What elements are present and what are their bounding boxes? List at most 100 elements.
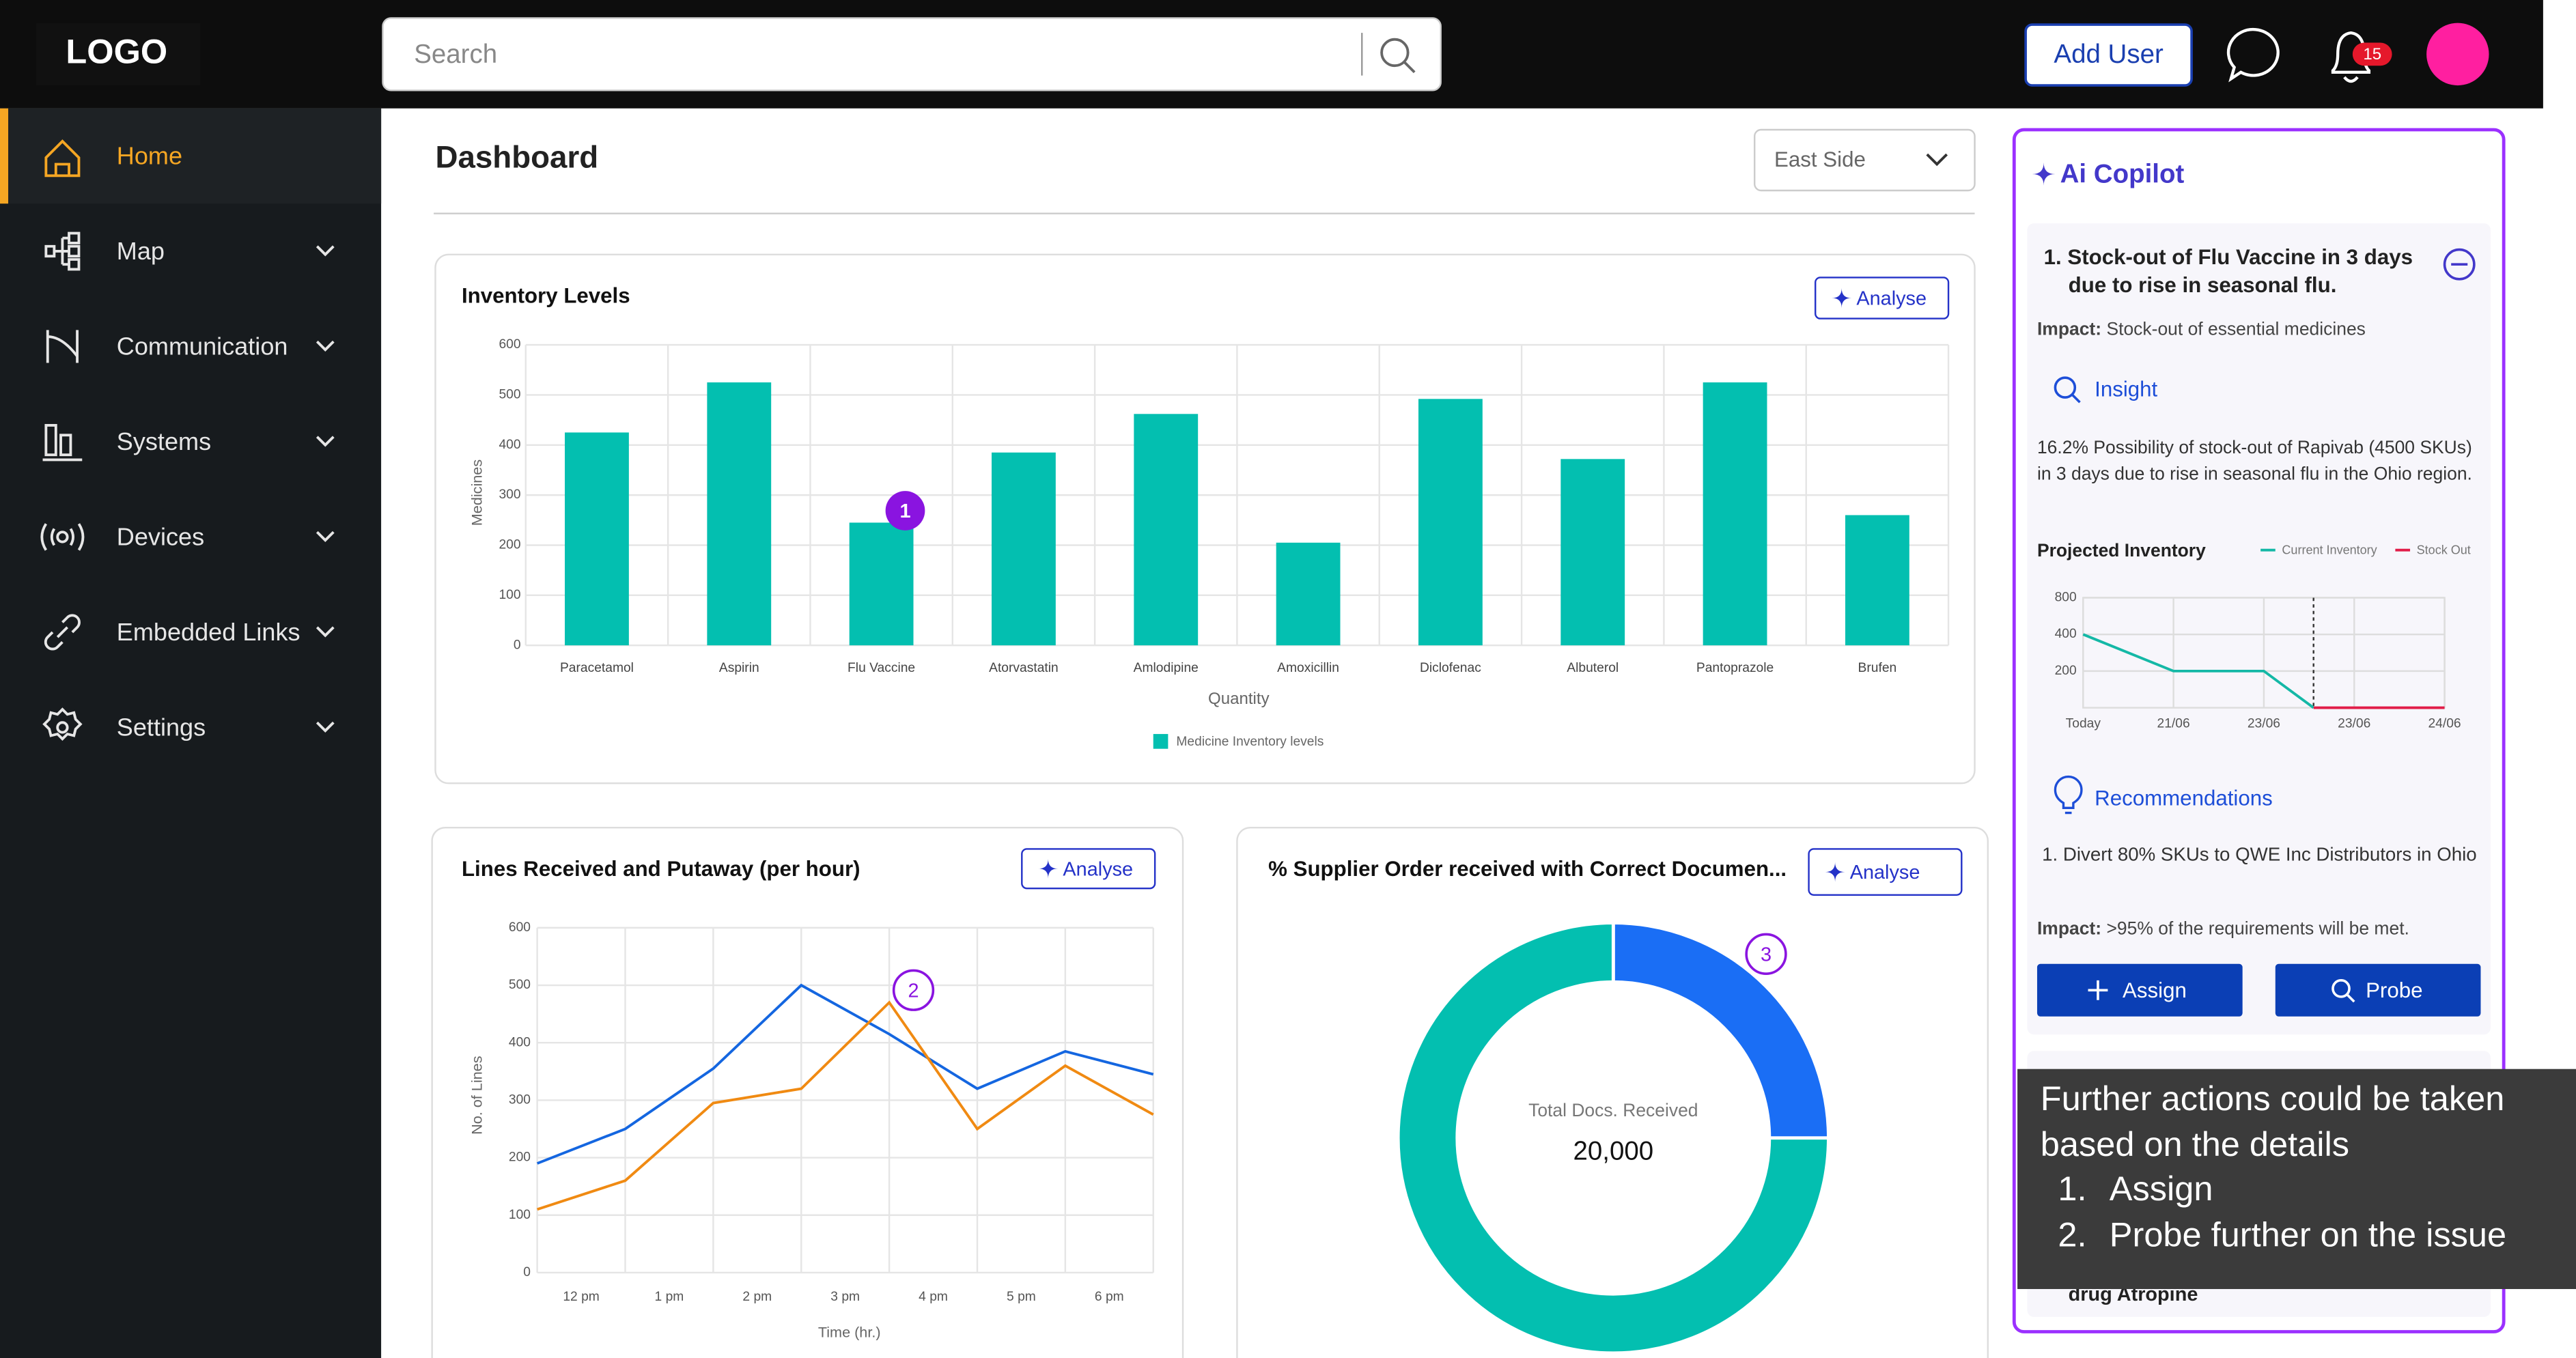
card (1236, 826, 1989, 1358)
issue: 1. Stock-out of Flu Vaccine in 3 days du… (2043, 244, 2413, 298)
bar (992, 452, 1056, 646)
y-tick-label: 600 (499, 337, 520, 352)
nav-icon[interactable] (42, 707, 83, 741)
assign-label: Assign (2123, 978, 2187, 1002)
x-tick-label: Albuterol (1567, 661, 1619, 675)
bar (1845, 515, 1909, 646)
y-tick-label: 300 (499, 487, 520, 502)
legend-swatch (1153, 734, 1168, 749)
nav-chevron (316, 245, 335, 257)
nav-icon[interactable] (44, 139, 81, 178)
y-tick-label: 800 (2055, 591, 2077, 605)
nav-icon[interactable] (40, 523, 85, 551)
nav-item[interactable]: Home (117, 141, 182, 169)
nav-item[interactable]: Devices (117, 522, 204, 550)
x-tick-label: Amlodipine (1134, 661, 1199, 675)
assign-button[interactable] (2036, 963, 2243, 1017)
card (434, 253, 1976, 784)
filter-dropdown[interactable] (1753, 128, 1976, 192)
tooltip-item: Assign (2097, 1168, 2570, 1213)
y-tick-label: 500 (499, 388, 520, 402)
bar (1418, 399, 1483, 646)
tooltip-text-box: Further actions could be taken based on … (2041, 1077, 2570, 1258)
y-tick-label: 0 (523, 1265, 531, 1279)
add-user-label: Add User (2054, 40, 2164, 69)
x-tick-label: 21/06 (2157, 717, 2190, 731)
avatar[interactable] (2426, 23, 2489, 86)
analyse-label: Analyse (1063, 858, 1133, 880)
x-tick-label: 4 pm (919, 1290, 948, 1304)
analyse-button[interactable] (1808, 848, 1963, 896)
insight-title: Insight (2095, 378, 2157, 401)
issue-text: 1. Stock-out of Flu Vaccine in 3 days du… (2044, 243, 2438, 299)
chat-icon[interactable] (2226, 27, 2280, 83)
recommendation: 1. Divert 80% SKUs to QWE Inc Distributo… (2042, 845, 2477, 866)
donut-segment (1396, 921, 1830, 1355)
nav-icon[interactable] (46, 330, 79, 363)
collapse-button[interactable] (2443, 248, 2476, 281)
legend-label: Current Inventory (2282, 543, 2377, 557)
tooltip (2017, 1069, 2576, 1289)
y-tick-label: 400 (499, 438, 520, 452)
nav-item[interactable]: Systems (117, 427, 211, 455)
add-user-button[interactable] (2024, 23, 2193, 87)
nav-item[interactable]: Embedded Links (117, 618, 300, 646)
bar (707, 382, 772, 646)
recommendation-text: 1. Divert 80% SKUs to QWE Inc Distributo… (2042, 845, 2477, 866)
y-tick-label: 100 (509, 1208, 531, 1222)
nav-chevron (316, 340, 335, 352)
nav-icon[interactable] (44, 231, 81, 271)
card-title: Lines Received and Putaway (per hour) (462, 857, 860, 881)
search-icon[interactable] (1380, 38, 1410, 68)
legend-label: Stock Out (2417, 543, 2471, 557)
annotation-badge (885, 491, 925, 531)
nav-icon[interactable] (44, 614, 81, 651)
y-tick-label: 200 (2055, 664, 2077, 678)
annotation-number: 1 (899, 500, 910, 522)
copilot-icon (2032, 162, 2056, 186)
insight-card (2027, 223, 2491, 1035)
nav-item[interactable]: Communication (117, 332, 288, 360)
annotation-badge (1745, 933, 1787, 976)
search-placeholder: Search (414, 40, 497, 69)
y-tick-label: 200 (499, 538, 520, 552)
notification-count: 15 (2363, 45, 2381, 63)
copilot-title: Ai Copilot (2060, 160, 2185, 189)
impact: Stock-out of essential medicines (2106, 320, 2366, 340)
y-tick-label: 0 (514, 638, 521, 652)
x-tick-label: Flu Vaccine (848, 661, 915, 675)
x-axis-label: Time (hr.) (818, 1324, 881, 1341)
annotation-number: 2 (908, 980, 919, 1002)
sparkle-icon (1038, 858, 1059, 879)
logo-box (36, 23, 201, 86)
impact-text: Impact: Stock-out of essential medicines (2036, 320, 2366, 340)
active-item-bar (0, 108, 9, 204)
search-box[interactable] (382, 17, 1442, 91)
nav-icon-dot (56, 531, 69, 543)
insight-icon-handle (2071, 393, 2081, 404)
nav-icon-dot (56, 721, 69, 734)
analyse-button[interactable] (1021, 848, 1156, 890)
line-series (537, 1000, 1154, 1211)
x-tick-label: Paracetamol (560, 661, 634, 675)
line-series (536, 983, 1154, 1165)
x-tick-label: 2 pm (742, 1290, 772, 1304)
probe-button[interactable] (2275, 963, 2481, 1017)
y-axis-label: No. of Lines (468, 1056, 486, 1135)
dropdown-chevron (1926, 153, 1948, 167)
analyse-button[interactable] (1814, 277, 1950, 320)
bulb-icon (2054, 776, 2083, 815)
issue-text-box: 1. Stock-out of Flu Vaccine in 3 days du… (2044, 243, 2438, 299)
bar (1703, 382, 1767, 646)
y-tick-label: 600 (509, 920, 531, 935)
nav-item[interactable]: Settings (117, 713, 206, 741)
notification-badge (2352, 42, 2392, 66)
tooltip-text: Further actions could be taken based on … (2041, 1077, 2570, 1288)
nav-icon[interactable] (42, 423, 83, 462)
x-tick-label: Diclofenac (1420, 661, 1481, 675)
nav-item[interactable]: Map (117, 237, 165, 265)
impact-label: Impact: (2036, 320, 2102, 340)
